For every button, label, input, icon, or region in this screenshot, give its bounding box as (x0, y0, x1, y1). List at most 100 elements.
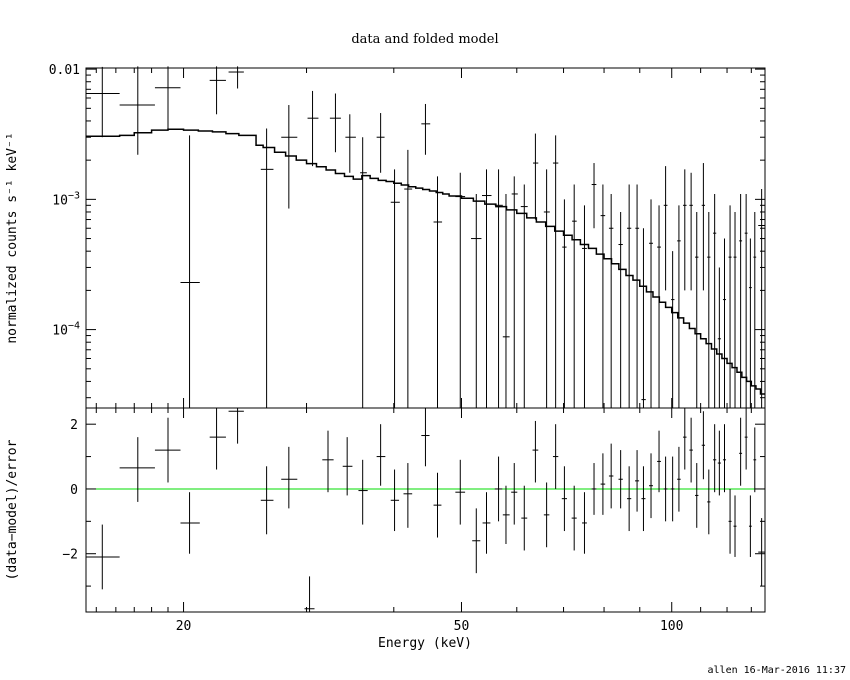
data-point (753, 211, 757, 408)
data-point (758, 189, 765, 408)
data-point (482, 169, 492, 408)
x-axis-label: Energy (keV) (378, 636, 472, 651)
bottom-y-tick-label: −2 (62, 548, 78, 563)
data-point (404, 149, 413, 408)
residual-point (641, 466, 646, 532)
data-point (618, 211, 623, 408)
data-point (86, 66, 120, 138)
data-point (657, 205, 661, 408)
residual-point (532, 420, 539, 483)
x-tick-label: 50 (454, 619, 470, 634)
data-point (376, 113, 385, 173)
data-point (562, 199, 567, 408)
data-point (390, 169, 400, 408)
data-point (707, 211, 711, 408)
bottom-y-axis-label: (data−model)/error (5, 439, 20, 580)
data-point (533, 133, 539, 220)
top-y-tick-label: 10−4 (52, 321, 80, 339)
data-point (154, 66, 181, 131)
residual-point (511, 463, 518, 525)
data-point (713, 193, 717, 408)
data-point (671, 251, 675, 408)
data-point (433, 176, 443, 408)
top-y-axis: 0.01 10−3 10−4 (49, 63, 765, 399)
residual-point (701, 411, 706, 480)
data-point (572, 184, 577, 408)
data-point (717, 267, 721, 408)
data-point (543, 169, 550, 408)
data-point (455, 172, 466, 408)
bottom-y-tick-label: 0 (70, 483, 78, 498)
timestamp-stamp: allen 16-Mar-2016 11:37 (708, 665, 846, 676)
residual-point (677, 446, 681, 512)
residual-point (494, 456, 503, 522)
data-point (345, 114, 356, 173)
residual-point (561, 466, 567, 532)
residual-points (86, 408, 765, 612)
residual-point (627, 466, 632, 532)
residual-point (180, 492, 200, 554)
x-tick-label: 20 (176, 619, 192, 634)
residual-point (608, 443, 614, 509)
residual-point (582, 492, 587, 554)
residual-point (728, 488, 732, 554)
residual-point (433, 472, 442, 538)
residual-point (552, 424, 559, 489)
residual-point (322, 430, 334, 493)
top-y-axis-label: normalized counts s⁻¹ keV⁻¹ (5, 132, 20, 343)
residual-point (733, 495, 737, 557)
top-data-points (86, 66, 765, 408)
residual-point (758, 518, 765, 587)
data-point (260, 128, 274, 408)
data-point (511, 176, 518, 408)
data-point (329, 93, 341, 153)
data-point (608, 193, 614, 408)
residual-point (600, 453, 606, 515)
data-point (520, 184, 528, 408)
data-point (744, 193, 748, 408)
data-point (689, 172, 693, 291)
residual-point (228, 408, 244, 444)
data-point (722, 238, 727, 408)
data-point (471, 193, 482, 408)
residual-point (739, 417, 743, 486)
data-point (209, 66, 226, 115)
residual-point (663, 456, 668, 522)
data-point (733, 211, 737, 408)
data-point (748, 238, 752, 408)
residual-point (390, 469, 400, 532)
residual-point (543, 482, 550, 548)
top-y-tick-label: 0.01 (49, 63, 80, 78)
residual-point (455, 459, 466, 525)
top-y-tick-label: 10−3 (52, 190, 80, 208)
residual-point (358, 459, 368, 525)
residual-point (635, 450, 640, 512)
residual-point (421, 408, 430, 467)
data-point (591, 163, 597, 229)
data-point (421, 103, 431, 155)
residual-point (649, 453, 653, 519)
residual-point (683, 408, 687, 470)
residual-point (670, 456, 675, 522)
residual-point (403, 463, 413, 528)
residual-point (707, 469, 711, 535)
residual-point (119, 437, 155, 502)
bottom-y-axis: 2 0 −2 (62, 418, 765, 587)
residual-point (502, 485, 510, 544)
data-point (663, 166, 668, 291)
residual-point (748, 495, 752, 557)
data-point (683, 169, 687, 291)
residual-point (591, 463, 597, 515)
x-tick-label: 100 (660, 619, 683, 634)
top-panel: 0.01 10−3 10−4 normalized counts s⁻¹ keV⁻¹ (5, 63, 766, 409)
residual-point (376, 424, 386, 486)
residual-point (304, 576, 315, 612)
residual-point (86, 524, 120, 590)
residual-point (281, 446, 298, 509)
data-point (739, 193, 743, 408)
data-point (728, 205, 732, 408)
residual-point (260, 466, 274, 535)
data-point (627, 184, 632, 408)
residual-point (713, 424, 717, 493)
